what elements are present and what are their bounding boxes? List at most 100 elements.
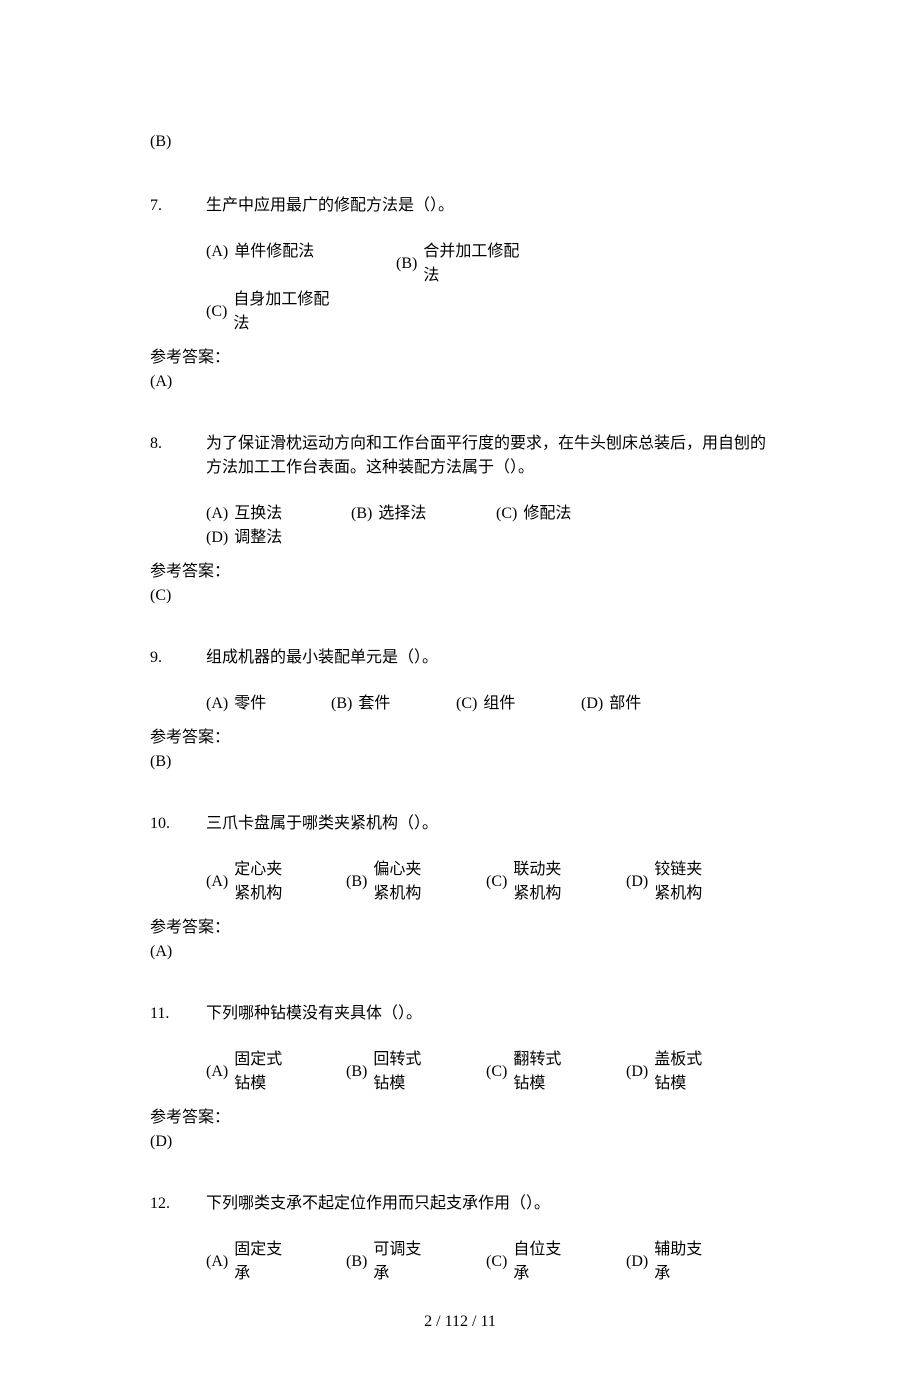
option-text: 固定式钻模 [234,1048,289,1096]
option: (B) 合并加工修配法 [396,240,586,288]
option-text: 部件 [609,692,706,716]
option-label: (C) [206,300,227,324]
option-label: (D) [626,1060,648,1084]
question-block: 11.下列哪种钻模没有夹具体（）。 (A) 固定式钻模 (B) 回转式钻模 (C)翻转式钻… [150,1002,770,1154]
option-label: (A) [206,240,228,264]
option: (A) 互换法 [206,502,351,526]
answer-label: 参考答案： [150,1106,770,1130]
option-label: (B) [351,502,372,526]
option: (B) 可调支承 [346,1238,486,1286]
question-number: 9. [150,646,206,670]
question-number: 8. [150,432,206,456]
question-text: 生产中应用最广的修配方法是（）。 [206,194,770,218]
answer-value: (A) [150,370,770,394]
option: (D) 辅助支承 [626,1238,766,1286]
option-text: 可调支承 [373,1238,428,1286]
option-label: (D) [206,526,228,550]
answer-value: (B) [150,750,770,774]
option-text: 互换法 [234,502,351,526]
option: (A)固定支承 [206,1238,346,1286]
option: (C)自身加工修配法 [206,288,396,336]
option-label: (C) [486,870,507,894]
option-text: 盖板式钻模 [654,1048,709,1096]
question-row: 9.组成机器的最小装配单元是（）。 [150,646,770,670]
answer-value: (D) [150,1130,770,1154]
option: (A)零件 [206,692,331,716]
question-text: 三爪卡盘属于哪类夹紧机构（）。 [206,812,770,836]
option-label: (A) [206,692,228,716]
question-block: 12.下列哪类支承不起定位作用而只起支承作用（）。(A)固定支承(B)可调支承(… [150,1192,770,1286]
question-number: 12. [150,1192,206,1216]
option-label: (D) [626,870,648,894]
option-text: 调整法 [234,526,351,550]
question-text: 为了保证滑枕运动方向和工作台面平行度的要求，在牛头刨床总装后，用自刨的方法加工工… [206,432,770,480]
option-label: (A) [206,870,228,894]
question-number: 11. [150,1002,206,1026]
option: (C) 修配法 [496,502,641,526]
option: (A)定心夹紧机构 [206,858,346,906]
option: (C) 联动夹紧机构 [486,858,626,906]
option-label: (A) [206,502,228,526]
option-text: 单件修配法 [234,240,396,264]
question-row: 7.生产中应用最广的修配方法是（）。 [150,194,770,218]
option: (A) 固定式钻模 [206,1048,346,1096]
option-label: (C) [486,1250,507,1274]
page-footer: 2 / 112 / 11 [0,1310,920,1334]
option-text: 辅助支承 [654,1238,709,1286]
option: (B)偏心夹紧机构 [346,858,486,906]
option-label: (A) [206,1060,228,1084]
option-text: 固定支承 [234,1238,289,1286]
answer-label: 参考答案： [150,726,770,750]
option-text: 翻转式钻模 [513,1048,568,1096]
question-block: 7.生产中应用最广的修配方法是（）。 (A) 单件修配法(B) 合并加工修配法 (C)自… [150,194,770,394]
option: (B) 回转式钻模 [346,1048,486,1096]
option-text: 联动夹紧机构 [513,858,568,906]
option-text: 自位支承 [513,1238,568,1286]
option-text: 回转式钻模 [373,1048,428,1096]
option: (B)选择法 [351,502,496,526]
options-row: (A)定心夹紧机构(B)偏心夹紧机构(C) 联动夹紧机构 (D) 铰链夹紧机构 [150,858,770,906]
option: (D) 盖板式钻模 [626,1048,766,1096]
questions-container: 7.生产中应用最广的修配方法是（）。(A)单件修配法(B)合并加工修配法(C)自… [150,194,770,1286]
question-text: 下列哪种钻模没有夹具体（）。 [206,1002,770,1026]
options-row: (A)零件(B)套件(C) 组件(D) 部件 [150,692,770,716]
question-block: 9.组成机器的最小装配单元是（）。 (A)零件(B)套件(C) 组件(D) 部件参考答… [150,646,770,774]
option: (A) 单件修配法 [206,240,396,288]
question-number: 10. [150,812,206,836]
option-text: 偏心夹紧机构 [373,858,428,906]
question-text: 下列哪类支承不起定位作用而只起支承作用（）。 [206,1192,770,1216]
option-label: (B) [346,1250,367,1274]
option-text: 修配法 [523,502,641,526]
option-label: (C) [456,692,477,716]
option: (D) 调整法 [206,526,351,550]
option-label: (D) [626,1250,648,1274]
option: (C)翻转式钻模 [486,1048,626,1096]
prev-answer: (B) [150,130,770,154]
answer-label: 参考答案： [150,560,770,584]
answer-value: (C) [150,584,770,608]
option: (C) 自位支承 [486,1238,626,1286]
option: (B)套件 [331,692,456,716]
answer-value: (A) [150,940,770,964]
options-row: (A)固定支承(B) 可调支承 (C) 自位支承 (D) 辅助支承 [150,1238,770,1286]
question-row: 8.为了保证滑枕运动方向和工作台面平行度的要求，在牛头刨床总装后，用自刨的方法加… [150,432,770,480]
question-text: 组成机器的最小装配单元是（）。 [206,646,770,670]
option: (D) 部件 [581,692,706,716]
option-label: (C) [496,502,517,526]
option-label: (D) [581,692,603,716]
question-row: 10.三爪卡盘属于哪类夹紧机构（）。 [150,812,770,836]
option-text: 铰链夹紧机构 [654,858,709,906]
options-row: (A) 固定式钻模 (B) 回转式钻模 (C)翻转式钻模(D) 盖板式钻模 [150,1048,770,1096]
question-row: 12.下列哪类支承不起定位作用而只起支承作用（）。 [150,1192,770,1216]
question-number: 7. [150,194,206,218]
page: (B) 7.生产中应用最广的修配方法是（）。(A)单件修配法(B)合并加工修配法… [0,0,920,1374]
option-text: 合并加工修配法 [423,240,523,288]
option-text: 组件 [483,692,581,716]
options-row: (A) 互换法(B)选择法(C) 修配法 (D) 调整法 [150,502,770,550]
answer-label: 参考答案： [150,916,770,940]
option: (D) 铰链夹紧机构 [626,858,766,906]
option-label: (B) [346,1060,367,1084]
options-row: (A) 单件修配法(B) 合并加工修配法 (C)自身加工修配法 [150,240,770,336]
answer-label: 参考答案： [150,346,770,370]
option-label: (B) [396,252,417,276]
